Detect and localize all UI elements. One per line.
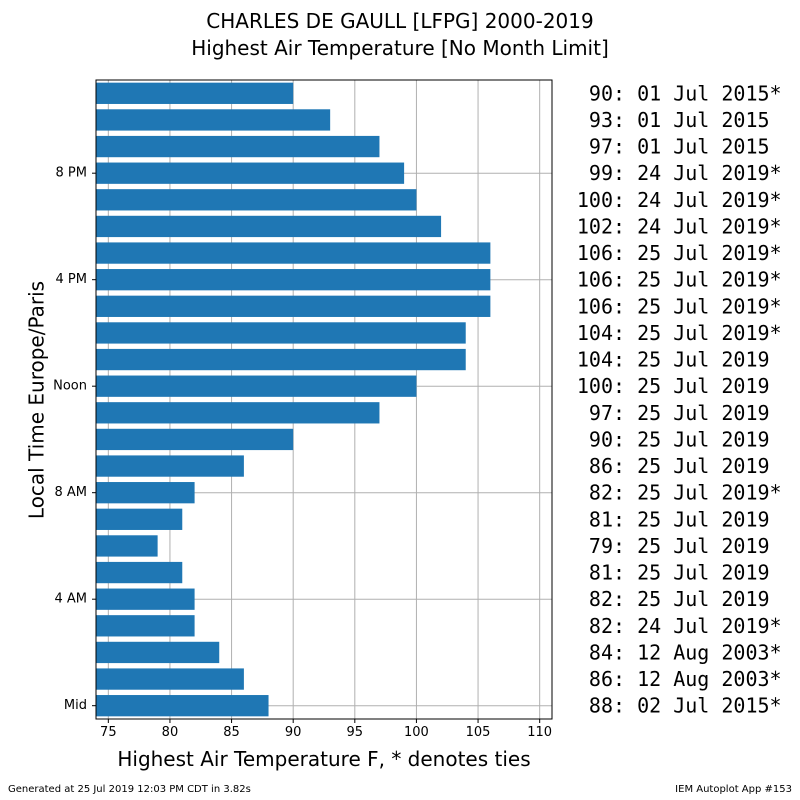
bar-annotation: 82: 25 Jul 2019* (589, 481, 782, 505)
x-tick-label: 85 (223, 725, 240, 740)
bar-annotations: 88: 02 Jul 2015* 86: 12 Aug 2003* 84: 12 A… (577, 81, 782, 717)
x-tick-label: 80 (162, 725, 179, 740)
chart-title: CHARLES DE GAULL [LFPG] 2000-2019 (206, 9, 594, 33)
bar-annotation: 99: 24 Jul 2019* (589, 161, 782, 185)
bar (96, 455, 244, 477)
bar (96, 348, 466, 371)
bar-annotation: 86: 12 Aug 2003* (589, 667, 782, 691)
y-tick-label: Noon (53, 379, 87, 394)
plot-frame (95, 79, 553, 720)
bar-annotation: 106: 25 Jul 2019* (577, 268, 782, 292)
bar (96, 561, 183, 584)
bar (96, 402, 380, 424)
bar-annotation: 84: 12 Aug 2003* (589, 640, 782, 664)
bar (96, 588, 195, 610)
bar-annotation: 81: 25 Jul 2019 (589, 507, 770, 531)
bar-annotation: 82: 25 Jul 2019 (589, 587, 770, 611)
bar-annotation: 81: 25 Jul 2019 (589, 561, 770, 585)
y-tick-label: 4 AM (54, 592, 87, 607)
bar (96, 615, 195, 637)
bar (96, 215, 442, 238)
bar-annotation: 86: 25 Jul 2019 (589, 454, 770, 478)
bar (96, 162, 405, 184)
footer-generated: Generated at 25 Jul 2019 12:03 PM CDT in… (8, 784, 251, 795)
y-axis-label: Local Time Europe/Paris (25, 281, 49, 519)
bar (96, 295, 491, 317)
y-tick-label: 4 PM (56, 272, 87, 287)
bar (96, 641, 220, 664)
y-tick-label: 8 PM (56, 166, 87, 181)
x-tick-label: 110 (527, 725, 552, 740)
bar-annotation: 79: 25 Jul 2019 (589, 534, 770, 558)
bar-annotation: 93: 01 Jul 2015 (589, 108, 770, 132)
x-tick-label: 105 (466, 725, 491, 740)
bar (96, 189, 417, 211)
x-tick-label: 100 (404, 725, 429, 740)
bar-annotation: 106: 25 Jul 2019* (577, 241, 782, 265)
x-tick-label: 75 (100, 725, 117, 740)
bar (96, 695, 269, 717)
bar (96, 109, 331, 131)
bar-annotation: 97: 25 Jul 2019 (589, 401, 770, 425)
bar-annotation: 90: 25 Jul 2019 (589, 427, 770, 451)
bar-annotation: 97: 01 Jul 2015 (589, 135, 770, 159)
bar (96, 82, 294, 104)
bar (96, 322, 466, 344)
x-tick-label: 95 (347, 725, 364, 740)
x-tick-label: 90 (285, 725, 302, 740)
x-axis-label: Highest Air Temperature F, * denotes tie… (117, 747, 530, 771)
bar-annotation: 100: 25 Jul 2019 (577, 374, 770, 398)
bar-annotation: 104: 25 Jul 2019* (577, 321, 782, 345)
bar (96, 508, 183, 530)
bar (96, 482, 195, 504)
chart-subtitle: Highest Air Temperature [No Month Limit] (191, 36, 609, 60)
bar-annotation: 88: 02 Jul 2015* (589, 694, 782, 718)
bar-annotation: 100: 24 Jul 2019* (577, 188, 782, 212)
bar-annotation: 90: 01 Jul 2015* (589, 81, 782, 105)
y-axis-ticks: Mid 4 AM 8 AM Noon 4 PM 8 PM (53, 166, 96, 713)
bar-annotation: 104: 25 Jul 2019 (577, 348, 770, 372)
bar (96, 242, 491, 264)
bars (96, 82, 491, 717)
bar (96, 535, 158, 557)
x-axis-ticks: 75 80 85 90 95 100 105 110 (100, 719, 552, 740)
bar (96, 269, 491, 291)
y-tick-label: Mid (64, 698, 87, 713)
bar-annotation: 102: 24 Jul 2019* (577, 214, 782, 238)
bar-annotation: 106: 25 Jul 2019* (577, 294, 782, 318)
bar (96, 375, 417, 397)
bar (96, 668, 244, 690)
bar (96, 428, 294, 451)
bar (96, 135, 380, 158)
footer-app: IEM Autoplot App #153 (675, 784, 792, 795)
y-tick-label: 8 AM (54, 485, 87, 500)
bar-annotation: 82: 24 Jul 2019* (589, 614, 782, 638)
